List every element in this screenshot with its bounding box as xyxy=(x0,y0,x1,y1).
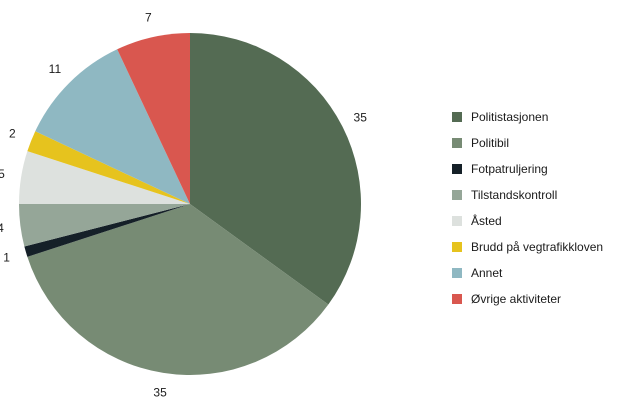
legend-swatch xyxy=(452,294,462,304)
legend-label: Fotpatruljering xyxy=(471,162,548,176)
pie-slice xyxy=(27,131,191,204)
slice-value-label: 11 xyxy=(49,62,62,76)
pie-slice xyxy=(24,204,191,257)
legend-item: Øvrige aktiviteter xyxy=(452,286,603,312)
legend-item: Åsted xyxy=(452,208,603,234)
legend-item: Politistasjonen xyxy=(452,104,603,130)
pie-slice xyxy=(190,33,361,305)
slice-value-label: 7 xyxy=(145,11,152,25)
legend-label: Brudd på vegtrafikkloven xyxy=(471,240,604,254)
slice-value-label: 35 xyxy=(354,110,368,124)
pie-slice xyxy=(35,49,190,204)
slice-value-label: 35 xyxy=(153,386,167,400)
legend-label: Politibil xyxy=(471,136,510,150)
slice-value-label: 4 xyxy=(0,221,4,235)
pie-slice xyxy=(19,204,190,247)
pie-slice xyxy=(117,33,190,204)
legend-swatch xyxy=(452,190,462,200)
legend-label: Politistasjonen xyxy=(471,110,549,124)
legend-item: Politibil xyxy=(452,130,603,156)
legend-label: Tilstandskontroll xyxy=(471,188,558,202)
legend-swatch xyxy=(452,216,462,226)
legend-swatch xyxy=(452,242,462,252)
slice-value-label: 1 xyxy=(3,250,10,264)
slice-value-label: 5 xyxy=(0,167,5,181)
legend-item: Brudd på vegtrafikkloven xyxy=(452,234,603,260)
legend-swatch xyxy=(452,268,462,278)
legend-label: Annet xyxy=(471,266,503,280)
legend-label: Øvrige aktiviteter xyxy=(471,292,562,306)
legend-item: Fotpatruljering xyxy=(452,156,603,182)
legend-item: Tilstandskontroll xyxy=(452,182,603,208)
legend-item: Annet xyxy=(452,260,603,286)
legend: Politistasjonen Politibil Fotpatruljering T… xyxy=(452,104,603,312)
legend-swatch xyxy=(452,112,462,122)
pie-slice xyxy=(19,151,190,204)
legend-swatch xyxy=(452,138,462,148)
pie-slice xyxy=(27,204,329,375)
slice-value-label: 2 xyxy=(9,127,16,141)
legend-label: Åsted xyxy=(471,214,502,228)
legend-swatch xyxy=(452,164,462,174)
